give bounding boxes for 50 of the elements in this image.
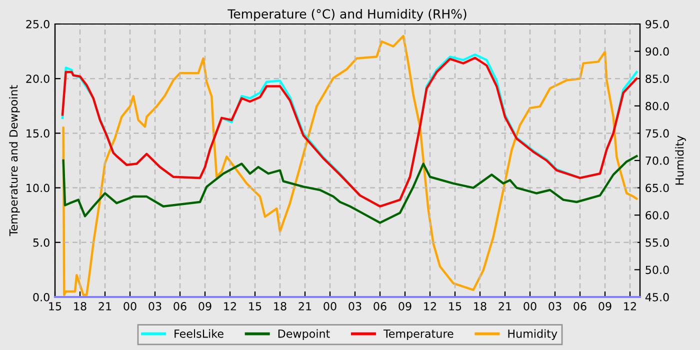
chart-title: Temperature (°C) and Humidity (RH%) (228, 8, 466, 22)
y-tick-label: 10.0 (26, 184, 50, 192)
y-tick-label: 25.0 (26, 20, 50, 28)
x-tick-label: 00 (524, 302, 536, 310)
x-tick-label: 12 (624, 302, 636, 310)
x-tick-label: 15 (249, 302, 262, 310)
y2-tick-label: 50.0 (646, 266, 669, 274)
x-tick-label: 03 (348, 302, 362, 310)
legend-label: Temperature (383, 330, 454, 340)
x-tick-label: 09 (198, 302, 212, 310)
y-tick-label: 5.0 (33, 238, 50, 247)
y-tick-label: 20.0 (26, 74, 50, 83)
y2-tick-label: 85.0 (646, 74, 669, 83)
y2-tick-label: 60.0 (646, 211, 669, 220)
y2-tick-label: 80.0 (646, 102, 669, 110)
legend-label: Dewpoint (278, 329, 330, 340)
y-axis-title: Temperature and Dewpoint (9, 85, 20, 236)
x-tick-label: 15 (49, 302, 62, 310)
x-tick-label: 12 (424, 302, 436, 310)
legend-label: FeelsLike (174, 329, 224, 338)
x-tick-label: 00 (124, 302, 136, 310)
x-tick-label: 15 (449, 302, 462, 310)
x-tick-label: 06 (374, 302, 386, 310)
y2-tick-label: 45.0 (645, 292, 669, 302)
line-series (62, 34, 638, 296)
y2-tick-label: 70.0 (646, 156, 669, 165)
x-tick-label: 03 (548, 302, 562, 310)
x-tick-label: 09 (398, 302, 412, 310)
x-tick-label: 21 (298, 302, 312, 310)
x-tick-label: 03 (148, 302, 162, 310)
x-tick-label: 00 (324, 302, 336, 310)
x-tick-label: 06 (174, 302, 186, 310)
x-tick-label: 18 (474, 302, 486, 310)
x-tick-label: 09 (598, 302, 612, 310)
x-tick-label: 06 (574, 302, 586, 310)
y2-tick-label: 55.0 (646, 238, 669, 247)
y-tick-label: 0.0 (33, 292, 50, 302)
y2-tick-label: 75.0 (646, 129, 669, 138)
x-tick-label: 12 (224, 302, 236, 310)
x-tick-label: 18 (274, 302, 286, 310)
legend-label: Humidity (508, 329, 558, 340)
x-tick-label: 21 (498, 302, 512, 310)
line-series (62, 155, 638, 224)
y2-tick-label: 95.0 (646, 20, 669, 28)
y-tick-label: 15.0 (26, 129, 50, 138)
x-tick-label: 18 (74, 302, 86, 310)
x-tick-label: 21 (98, 302, 112, 310)
y2-axis-title: Humidity (675, 136, 686, 185)
y2-tick-label: 90.0 (646, 47, 669, 56)
y2-tick-label: 65.0 (646, 184, 669, 192)
